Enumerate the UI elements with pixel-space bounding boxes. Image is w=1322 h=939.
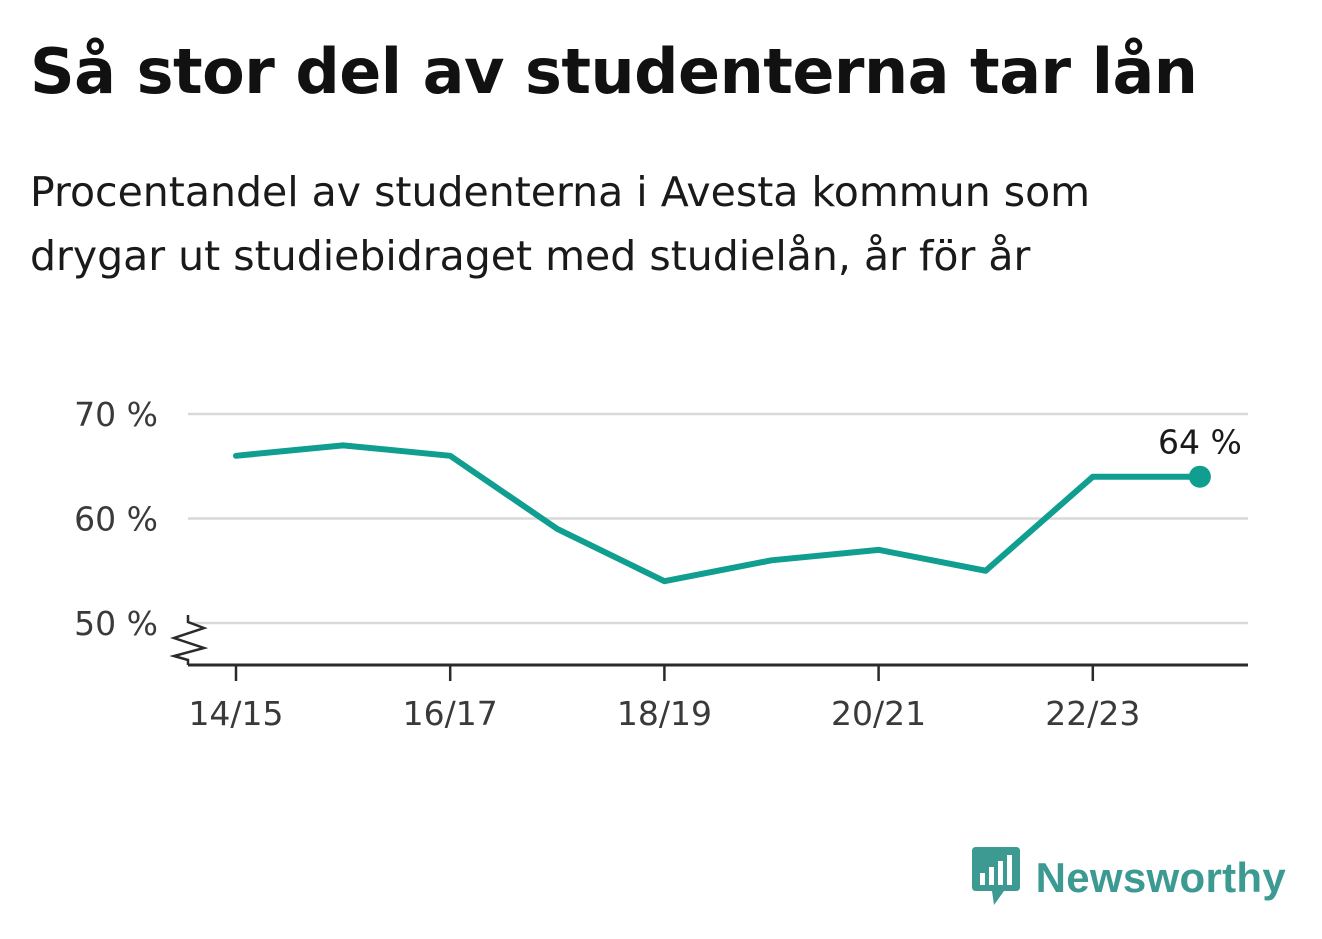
chart-title: Så stor del av studenterna tar lån [30, 35, 1198, 108]
x-tick-labels: 14/15 16/17 18/19 20/21 22/23 [188, 694, 1140, 733]
x-tick-label: 22/23 [1045, 694, 1140, 733]
y-tick-label: 70 % [74, 395, 158, 434]
x-ticks [234, 665, 1095, 681]
chart-subtitle: Procentandel av studenterna i Avesta kom… [30, 168, 1091, 280]
end-value-label: 64 % [1158, 423, 1242, 462]
brand-logo: Newsworthy [971, 847, 1286, 909]
brand-name: Newsworthy [1035, 854, 1286, 901]
y-tick-labels: 50 % 60 % 70 % [74, 395, 158, 643]
end-point: 64 % [1158, 423, 1242, 488]
end-point-marker [1188, 465, 1211, 488]
series-polyline [233, 442, 1203, 585]
gridlines [188, 412, 1248, 625]
y-tick-label: 50 % [74, 604, 158, 643]
x-tick-label: 18/19 [617, 694, 712, 733]
x-tick-label: 16/17 [403, 694, 498, 733]
newsworthy-logo-icon [971, 847, 1020, 905]
x-tick-label: 14/15 [188, 694, 283, 733]
y-tick-label: 60 % [74, 500, 158, 539]
axis-break-icon [169, 615, 209, 665]
x-tick-label: 20/21 [831, 694, 926, 733]
series-line [233, 442, 1203, 585]
